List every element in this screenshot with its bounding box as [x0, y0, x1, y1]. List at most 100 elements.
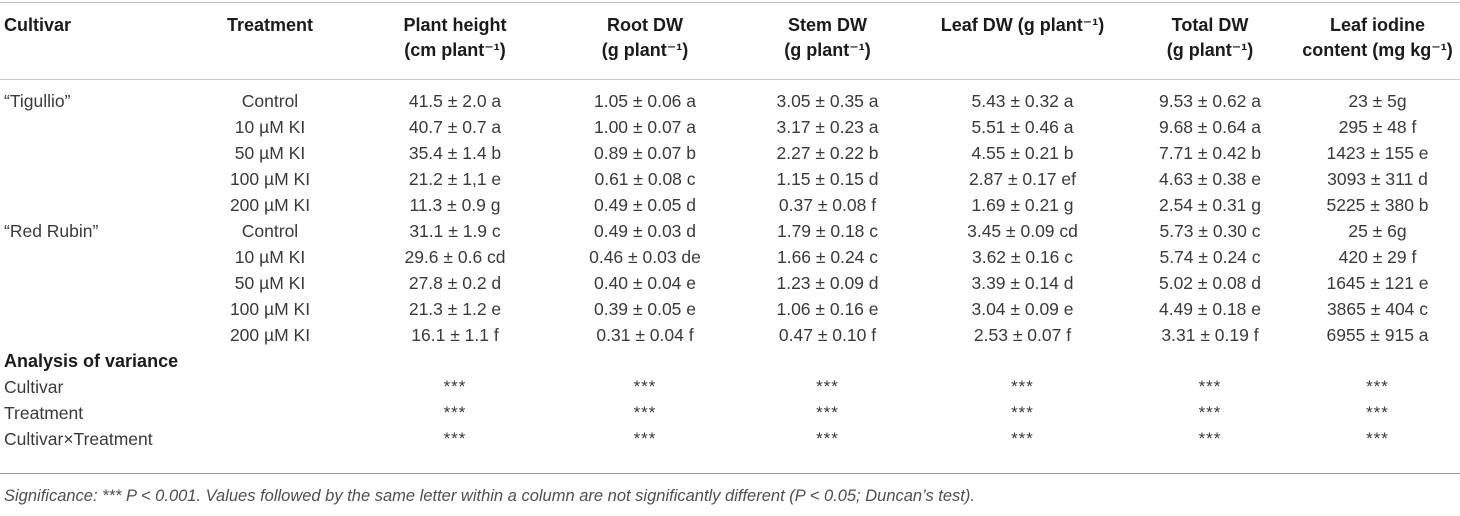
- col-header-label: Treatment: [226, 15, 314, 35]
- value-cell: 0.49 ± 0.05 d: [593, 194, 697, 215]
- anova-significance-cell: ***: [816, 376, 839, 396]
- table-row: 200 µM KI 11.3 ± 0.9 g 0.49 ± 0.05 d 0.37 ±…: [0, 192, 1460, 218]
- cultivar-cell: [0, 270, 185, 296]
- value-cell: 31.1 ± 1.9 c: [409, 220, 501, 241]
- value-cell: 0.31 ± 0.04 f: [596, 324, 694, 345]
- treatment-cell: Control: [241, 90, 299, 111]
- value-cell: 2.87 ± 0.17 ef: [969, 168, 1076, 189]
- value-cell: 1.66 ± 0.24 c: [776, 246, 879, 267]
- value-cell: 9.68 ± 0.64 a: [1158, 116, 1262, 137]
- anova-significance-cell: ***: [816, 402, 839, 422]
- value-cell: 5.51 ± 0.46 a: [971, 116, 1074, 137]
- treatment-cell: 50 µM KI: [234, 142, 306, 163]
- value-cell: 1.15 ± 0.15 d: [776, 168, 879, 189]
- table-row: 100 µM KI 21.3 ± 1.2 e 0.39 ± 0.05 e 1.06 ±…: [0, 296, 1460, 322]
- cultivar-cell: [0, 322, 185, 348]
- value-cell: 5.43 ± 0.32 a: [971, 90, 1074, 111]
- value-cell: 3.31 ± 0.19 f: [1161, 324, 1259, 345]
- table-row: 10 µM KI 40.7 ± 0.7 a 1.00 ± 0.07 a 3.17 ± …: [0, 114, 1460, 140]
- col-header-cultivar: Cultivar: [0, 3, 185, 80]
- value-cell: 1645 ± 121 e: [1326, 272, 1429, 293]
- col-header-unit: (g plant⁻¹): [601, 40, 689, 60]
- table-row: 50 µM KI 35.4 ± 1.4 b 0.89 ± 0.07 b 2.27 ± …: [0, 140, 1460, 166]
- value-cell: 0.47 ± 0.10 f: [778, 324, 877, 345]
- value-cell: 11.3 ± 0.9 g: [409, 194, 501, 215]
- col-header-plant-height: Plant height (cm plant⁻¹): [355, 3, 555, 80]
- value-cell: 23 ± 5g: [1348, 90, 1407, 111]
- anova-significance-cell: ***: [1011, 402, 1034, 422]
- value-cell: 35.4 ± 1.4 b: [408, 142, 502, 163]
- anova-significance-cell: ***: [1366, 376, 1389, 396]
- value-cell: 3.45 ± 0.09 cd: [967, 220, 1078, 241]
- cultivar-cell: [0, 296, 185, 322]
- col-header-label: Leaf iodine: [1329, 15, 1425, 35]
- value-cell: 1.06 ± 0.16 e: [776, 298, 879, 319]
- anova-significance-cell: ***: [633, 402, 657, 422]
- col-header-unit: content (mg kg⁻¹): [1302, 40, 1453, 60]
- anova-row: Cultivar *** *** *** *** *** ***: [0, 374, 1460, 400]
- anova-significance-cell: ***: [1366, 428, 1389, 448]
- value-cell: 27.8 ± 0.2 d: [408, 272, 502, 293]
- col-header-unit: (cm plant⁻¹): [404, 40, 506, 60]
- table-body: “Tigullio” Control 41.5 ± 2.0 a 1.05 ± 0.06…: [0, 79, 1460, 452]
- table-row: “Tigullio” Control 41.5 ± 2.0 a 1.05 ± 0.06…: [0, 79, 1460, 114]
- header-row: Cultivar Treatment Plant height (cm plan…: [0, 3, 1460, 80]
- treatment-cell: 100 µM KI: [229, 168, 311, 189]
- table-header: Cultivar Treatment Plant height (cm plan…: [0, 3, 1460, 80]
- value-cell: 5.73 ± 0.30 c: [1159, 220, 1261, 241]
- col-header-unit: (g plant⁻¹): [784, 40, 871, 60]
- value-cell: 9.53 ± 0.62 a: [1158, 90, 1262, 111]
- value-cell: 4.55 ± 0.21 b: [971, 142, 1074, 163]
- col-header-label: Root DW: [607, 15, 683, 35]
- treatment-cell: 200 µM KI: [229, 324, 311, 345]
- cultivar-cell: [0, 114, 185, 140]
- value-cell: 41.5 ± 2.0 a: [408, 90, 502, 111]
- value-cell: 2.54 ± 0.31 g: [1158, 194, 1262, 215]
- anova-section-row: Analysis of variance: [0, 348, 1460, 374]
- value-cell: 1.23 ± 0.09 d: [776, 272, 879, 293]
- anova-significance-cell: ***: [443, 428, 467, 448]
- anova-row: Cultivar×Treatment *** *** *** *** *** ***: [0, 426, 1460, 452]
- col-header-leaf-iodine: Leaf iodine content (mg kg⁻¹): [1295, 3, 1460, 80]
- results-table: Cultivar Treatment Plant height (cm plan…: [0, 3, 1460, 452]
- col-header-leaf-dw: Leaf DW (g plant⁻¹): [920, 3, 1125, 80]
- anova-significance-cell: ***: [443, 376, 467, 396]
- cultivar-cell: [0, 192, 185, 218]
- anova-significance-cell: ***: [1011, 376, 1034, 396]
- treatment-cell: Control: [241, 220, 299, 241]
- anova-significance-cell: ***: [1198, 402, 1222, 422]
- value-cell: 21.3 ± 1.2 e: [408, 298, 502, 319]
- value-cell: 420 ± 29 f: [1338, 246, 1417, 267]
- cultivar-cell: [0, 140, 185, 166]
- anova-significance-cell: ***: [633, 376, 657, 396]
- value-cell: 0.61 ± 0.08 c: [594, 168, 696, 189]
- anova-significance-cell: ***: [1198, 376, 1222, 396]
- table-row: 50 µM KI 27.8 ± 0.2 d 0.40 ± 0.04 e 1.23 ± …: [0, 270, 1460, 296]
- cultivar-cell: “Tigullio”: [4, 90, 71, 111]
- table-footnote: Significance: *** P < 0.001. Values foll…: [0, 472, 1460, 506]
- treatment-cell: 200 µM KI: [229, 194, 311, 215]
- anova-row: Treatment *** *** *** *** *** ***: [0, 400, 1460, 426]
- value-cell: 40.7 ± 0.7 a: [408, 116, 502, 137]
- col-header-label: Leaf DW (g plant⁻¹): [940, 15, 1105, 35]
- col-header-label: Total DW: [1171, 15, 1249, 35]
- table-row: 10 µM KI 29.6 ± 0.6 cd 0.46 ± 0.03 de 1.66 …: [0, 244, 1460, 270]
- value-cell: 0.40 ± 0.04 e: [593, 272, 697, 293]
- value-cell: 1423 ± 155 e: [1326, 142, 1429, 163]
- cultivar-cell: [0, 166, 185, 192]
- col-header-unit: (g plant⁻¹): [1166, 40, 1254, 60]
- value-cell: 16.1 ± 1.1 f: [411, 324, 499, 345]
- value-cell: 21.2 ± 1,1 e: [408, 168, 502, 189]
- value-cell: 3.17 ± 0.23 a: [776, 116, 879, 137]
- anova-significance-cell: ***: [633, 428, 657, 448]
- anova-row-label: Treatment: [4, 402, 84, 423]
- treatment-cell: 10 µM KI: [234, 116, 306, 137]
- col-header-label: Plant height: [403, 15, 507, 35]
- value-cell: 295 ± 48 f: [1338, 116, 1417, 137]
- col-header-label: Cultivar: [4, 15, 72, 35]
- value-cell: 5.02 ± 0.08 d: [1158, 272, 1262, 293]
- table-row: “Red Rubin” Control 31.1 ± 1.9 c 0.49 ± 0.0…: [0, 218, 1460, 244]
- anova-significance-cell: ***: [1198, 428, 1222, 448]
- value-cell: 2.53 ± 0.07 f: [973, 324, 1072, 345]
